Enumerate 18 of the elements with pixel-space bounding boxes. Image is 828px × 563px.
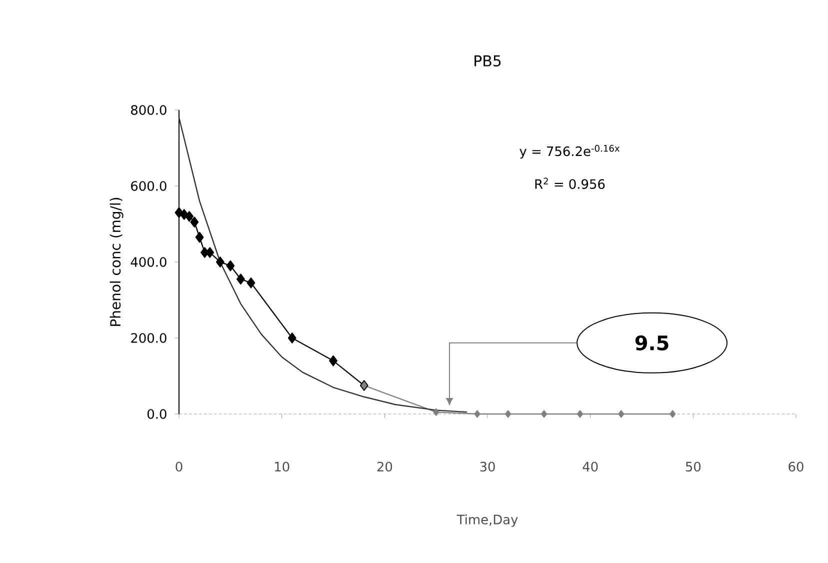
y-tick-label: 800.0: [131, 105, 166, 115]
y-tick-label: 200.0: [131, 333, 166, 343]
chart-title: PB5: [474, 55, 501, 66]
annotation: 9.5: [635, 335, 668, 350]
x-tick-label: 60: [788, 462, 804, 472]
x-axis-title: Time,Day: [456, 514, 518, 527]
annotation: R$^{2}$ = 0.956: [535, 178, 605, 189]
x-tick-label: 20: [377, 462, 392, 472]
x-tick-label: 50: [686, 462, 701, 472]
x-tick-label: 30: [480, 462, 495, 472]
y-axis-title: Phenol conc (mg/l): [110, 198, 124, 326]
annotation: y = 756.2e$^{-0.16x}$: [520, 144, 620, 159]
x-tick-label: 0: [176, 462, 182, 472]
y-tick-label: 600.0: [131, 181, 166, 191]
y-tick-label: 0.0: [148, 409, 166, 419]
x-tick-label: 10: [275, 462, 290, 472]
y-tick-label: 400.0: [130, 257, 166, 267]
x-tick-label: 40: [582, 462, 598, 472]
